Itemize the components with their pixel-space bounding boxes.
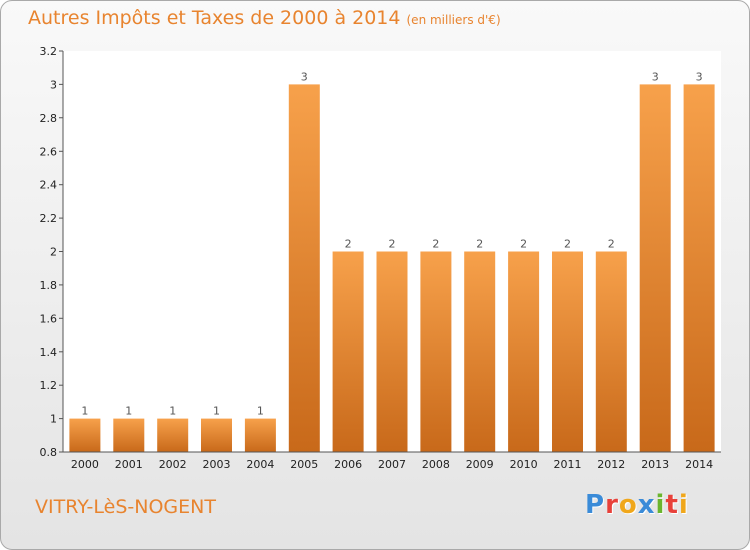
- chart-title: Autres Impôts et Taxes de 2000 à 2014 (en…: [28, 7, 501, 29]
- proxiti-logo: Proxiti: [585, 490, 689, 520]
- bar-value-label: 2: [476, 238, 483, 251]
- bar: [639, 84, 671, 453]
- chart-subtitle: (en milliers d'€): [406, 13, 501, 27]
- x-tick-label: 2002: [159, 458, 187, 471]
- y-tick-label: 1.8: [40, 279, 58, 292]
- x-tick-label: 2001: [115, 458, 143, 471]
- bar: [464, 251, 496, 452]
- bar-value-label: 2: [520, 238, 527, 251]
- y-tick-label: 2.8: [40, 112, 58, 125]
- x-tick-label: 2008: [422, 458, 450, 471]
- bar: [113, 418, 145, 452]
- x-tick-label: 2009: [466, 458, 494, 471]
- y-tick-label: 2.6: [40, 145, 58, 158]
- logo-letter: x: [637, 490, 656, 520]
- bar-value-label: 2: [389, 238, 396, 251]
- bar: [683, 84, 715, 453]
- x-tick-label: 2014: [685, 458, 713, 471]
- bar: [508, 251, 540, 452]
- logo-letter: i: [655, 490, 666, 520]
- y-tick-label: 0.8: [40, 446, 58, 459]
- y-tick-label: 2.2: [40, 212, 58, 225]
- y-tick-label: 3: [50, 78, 57, 91]
- y-tick-label: 1.4: [40, 346, 58, 359]
- logo-letter: P: [585, 490, 606, 520]
- y-tick-label: 3.2: [40, 45, 58, 58]
- bar-value-label: 1: [169, 405, 176, 418]
- location-name: VITRY-LèS-NOGENT: [35, 496, 216, 518]
- bar: [244, 418, 276, 452]
- bar-value-label: 1: [81, 405, 88, 418]
- y-tick-label: 1.6: [40, 312, 58, 325]
- bar: [376, 251, 408, 452]
- chart-title-main: Autres Impôts et Taxes de 2000 à 2014: [28, 7, 401, 29]
- x-tick-label: 2011: [554, 458, 582, 471]
- logo-letter: r: [605, 490, 619, 520]
- bar-value-label: 2: [564, 238, 571, 251]
- bar-value-label: 3: [652, 70, 659, 83]
- bar-value-label: 2: [608, 238, 615, 251]
- bar-value-label: 1: [213, 405, 220, 418]
- bar: [288, 84, 320, 453]
- y-tick-label: 1.2: [40, 379, 58, 392]
- y-tick-label: 1: [50, 413, 57, 426]
- x-tick-label: 2003: [203, 458, 231, 471]
- x-tick-label: 2010: [510, 458, 538, 471]
- logo-letter: t: [665, 490, 679, 520]
- bar: [595, 251, 627, 452]
- x-tick-label: 2004: [246, 458, 274, 471]
- x-tick-label: 2013: [641, 458, 669, 471]
- bar-value-label: 1: [257, 405, 264, 418]
- bar-value-label: 2: [432, 238, 439, 251]
- x-tick-label: 2006: [334, 458, 362, 471]
- bar-value-label: 1: [125, 405, 132, 418]
- x-tick-label: 2000: [71, 458, 99, 471]
- y-tick-label: 2.4: [40, 179, 58, 192]
- bar: [157, 418, 189, 452]
- x-tick-label: 2005: [290, 458, 318, 471]
- y-tick-label: 2: [50, 246, 57, 259]
- bar: [201, 418, 232, 452]
- logo-letter: o: [618, 490, 638, 520]
- bar-value-label: 3: [696, 70, 703, 83]
- bar-value-label: 2: [345, 238, 352, 251]
- x-tick-label: 2007: [378, 458, 406, 471]
- bar: [69, 418, 101, 452]
- bar: [332, 251, 364, 452]
- bar: [420, 251, 452, 452]
- bar: [552, 251, 583, 452]
- x-tick-label: 2012: [597, 458, 625, 471]
- logo-letter: i: [678, 490, 689, 520]
- bar-value-label: 3: [301, 70, 308, 83]
